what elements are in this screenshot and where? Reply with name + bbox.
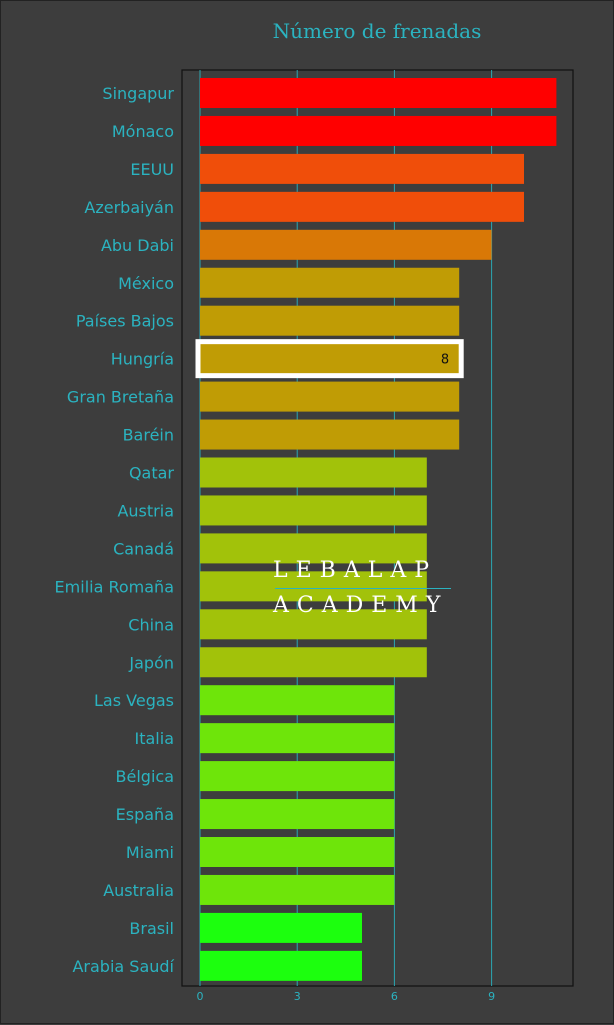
bar [200, 837, 395, 867]
x-tick-label: 3 [294, 990, 301, 1003]
bar [200, 685, 395, 716]
category-label: Azerbaiyán [84, 198, 174, 217]
x-tick-label: 0 [197, 990, 204, 1003]
category-label: Emilia Romaña [55, 577, 174, 596]
chart-title: Número de frenadas [272, 19, 482, 43]
bar [200, 229, 492, 260]
category-label: Gran Bretaña [67, 388, 174, 407]
bar [200, 78, 557, 108]
category-label: EEUU [130, 160, 174, 179]
bar [200, 457, 427, 488]
category-label: Australia [103, 881, 174, 900]
bar-highlighted [195, 339, 464, 379]
category-label: Países Bajos [76, 312, 174, 331]
category-label: Japón [128, 653, 174, 672]
watermark-line-2: ACADEMY [273, 593, 449, 618]
watermark-line-1: LEBALAP [273, 558, 438, 583]
bar [200, 381, 460, 412]
bar [200, 419, 460, 450]
category-label: México [118, 274, 174, 293]
bar [200, 799, 395, 830]
category-label: Italia [135, 729, 175, 748]
x-tick-label: 9 [488, 990, 495, 1003]
bar [200, 533, 427, 564]
bar [200, 571, 427, 602]
bar [200, 115, 557, 146]
category-label: Qatar [129, 464, 174, 483]
bar [200, 761, 395, 792]
category-label: Singapur [102, 84, 174, 103]
bar [200, 912, 362, 943]
bar [200, 647, 427, 678]
category-label: Miami [126, 843, 174, 862]
data-label: 8 [441, 353, 449, 368]
bar [200, 609, 427, 640]
category-label: China [128, 615, 174, 634]
bar [200, 305, 460, 336]
category-label: Arabia Saudí [72, 957, 174, 976]
bar [200, 495, 427, 526]
bar [200, 267, 460, 298]
category-label: España [116, 805, 174, 824]
bar [200, 153, 524, 184]
category-label: Abu Dabi [101, 236, 174, 255]
category-label: Hungría [111, 350, 174, 369]
bar [200, 874, 395, 905]
category-label: Canadá [113, 539, 174, 558]
category-label: Brasil [129, 919, 174, 938]
category-label: Austria [117, 501, 174, 520]
plot-area [181, 69, 574, 987]
category-label: Bélgica [116, 767, 174, 786]
watermark-logo: LEBALAP ACADEMY [273, 554, 453, 623]
bar [200, 191, 524, 222]
watermark-divider [275, 588, 451, 589]
bar [200, 723, 395, 754]
category-label: Las Vegas [94, 691, 174, 710]
category-label: Baréin [123, 426, 174, 445]
bar [200, 950, 362, 981]
x-tick-label: 6 [391, 990, 398, 1003]
category-label: Mónaco [112, 122, 174, 141]
